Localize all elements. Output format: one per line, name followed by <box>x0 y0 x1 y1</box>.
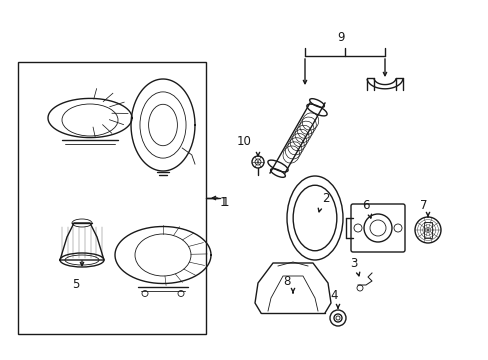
Text: 8: 8 <box>283 275 290 288</box>
Bar <box>18 62 205 334</box>
Text: 4: 4 <box>329 289 337 302</box>
Text: 5: 5 <box>72 278 80 291</box>
Text: 10: 10 <box>236 135 251 148</box>
Text: 9: 9 <box>337 31 344 44</box>
Text: 7: 7 <box>419 199 427 212</box>
Bar <box>423 222 431 238</box>
Text: 1: 1 <box>220 195 227 208</box>
Text: 6: 6 <box>362 199 369 212</box>
Text: 2: 2 <box>321 192 329 205</box>
Text: 3: 3 <box>349 257 357 270</box>
Text: 1: 1 <box>222 195 229 208</box>
